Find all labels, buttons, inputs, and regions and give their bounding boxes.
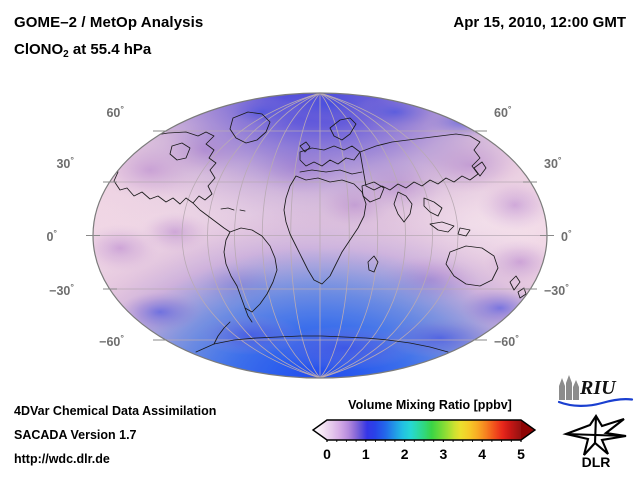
riu-wordmark: RIU xyxy=(579,377,617,399)
colorbar-tick-0: 0 xyxy=(323,446,331,462)
dlr-wordmark: DLR xyxy=(582,454,611,470)
dlr-logo: DLR xyxy=(562,414,634,470)
lat-label-left-60: 60° xyxy=(106,104,124,121)
colorbar-tick-4: 4 xyxy=(478,446,487,462)
colorbar-tick-5: 5 xyxy=(517,446,525,462)
footer-url[interactable]: http://wdc.dlr.de xyxy=(14,452,110,466)
coastlines xyxy=(95,111,527,353)
map-panel: 60° 30° 0° −30° −60° 60° 30° 0° −30° −60… xyxy=(46,92,572,379)
lat-label-left-0: 0° xyxy=(46,228,57,245)
lat-label-left-minus30: −30° xyxy=(49,282,74,299)
lat-label-right-30: 30° xyxy=(544,155,562,172)
dlr-emblem-icon xyxy=(562,414,627,456)
colorbar-svg xyxy=(311,419,537,447)
datetime-label: Apr 15, 2010, 12:00 GMT xyxy=(453,14,626,31)
lat-label-left-30: 30° xyxy=(56,155,74,172)
lat-label-right-minus60: −60° xyxy=(494,333,519,350)
riu-logo-svg: RIU xyxy=(557,375,634,407)
graticule xyxy=(93,93,547,378)
lat-label-right-minus30: −30° xyxy=(544,282,569,299)
colorbar-tick-2: 2 xyxy=(400,446,409,462)
latitude-ticks xyxy=(86,130,554,341)
colorbar-tick-3: 3 xyxy=(439,446,448,462)
riu-spikes-icon xyxy=(559,375,579,400)
species-subscript: 2 xyxy=(63,49,69,60)
colorbar-title: Volume Mixing Ratio [ppbv] xyxy=(348,398,512,412)
riu-wave-icon xyxy=(557,398,634,407)
dlr-logo-svg: DLR xyxy=(562,414,627,470)
colorbar xyxy=(311,418,537,447)
footer-method: 4DVar Chemical Data Assimilation xyxy=(14,404,217,418)
level-text: at 55.4 hPa xyxy=(68,41,152,58)
lat-label-left-minus60: −60° xyxy=(99,333,124,350)
species-name: ClONO xyxy=(14,41,64,58)
mollweide-map xyxy=(86,92,554,379)
lat-label-right-0: 0° xyxy=(561,228,572,245)
lat-label-right-60: 60° xyxy=(494,104,512,121)
colorbar-tick-1: 1 xyxy=(361,446,370,462)
riu-logo: RIU xyxy=(556,374,634,408)
footer-version: SACADA Version 1.7 xyxy=(14,428,137,442)
colorbar-tick-labels: 0 1 2 3 4 5 xyxy=(311,446,537,466)
instrument-title: GOME–2 / MetOp Analysis xyxy=(14,14,204,31)
species-level-title: ClONO2 at 55.4 hPa xyxy=(14,41,152,60)
